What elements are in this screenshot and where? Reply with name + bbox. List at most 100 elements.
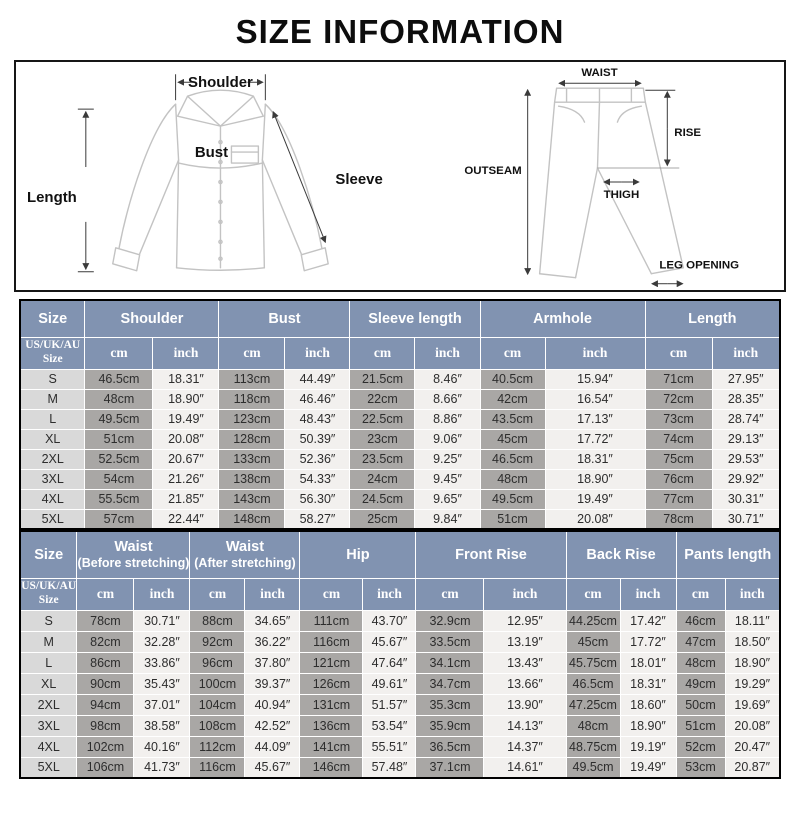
size-row-m: M 48cm 18.90″ 118cm 46.46″ 22cm 8.66″ 42cm 16.54…	[19, 388, 781, 410]
inch-value-cell: 8.66″	[414, 388, 481, 410]
cm-value-cell: 112cm	[189, 735, 246, 758]
unit-cm-header: cm	[299, 577, 364, 611]
unit-inch-header: inch	[619, 577, 677, 611]
cm-value-cell: 143cm	[218, 488, 286, 510]
inch-value-cell: 18.31″	[152, 368, 220, 390]
cm-value-cell: 90cm	[76, 672, 135, 695]
front-rise-column-header: Front Rise	[415, 530, 567, 579]
size-cell: L	[19, 408, 86, 430]
cm-value-cell: 74cm	[644, 428, 713, 450]
cm-value-cell: 46.5cm	[565, 672, 621, 695]
inch-value-cell: 18.31″	[544, 448, 646, 470]
cm-value-cell: 48cm	[565, 714, 621, 737]
outseam-label: OUTSEAM	[464, 165, 521, 177]
inch-value-cell: 9.84″	[414, 508, 481, 530]
cm-value-cell: 49.5cm	[84, 408, 154, 430]
inch-value-cell: 17.72″	[619, 630, 677, 653]
unit-cm-header: cm	[349, 336, 416, 370]
shirt-measure-arrows	[77, 74, 327, 273]
inch-value-cell: 19.69″	[724, 693, 781, 716]
inch-value-cell: 29.92″	[711, 468, 781, 490]
pants-length-column-header: Pants length	[675, 530, 781, 579]
shoulder-column-header: Shoulder	[84, 299, 220, 338]
inch-value-cell: 21.85″	[152, 488, 220, 510]
shoulder-label: Shoulder	[188, 74, 253, 91]
inch-value-cell: 18.90″	[619, 714, 677, 737]
cm-value-cell: 123cm	[218, 408, 286, 430]
cm-value-cell: 25cm	[349, 508, 416, 530]
cm-value-cell: 98cm	[76, 714, 135, 737]
size-cell: XL	[19, 672, 78, 695]
size-row-2xl: 2XL 94cm 37.01″ 104cm 40.94″ 131cm 51.57″ 35.3c…	[19, 693, 781, 716]
pants-measure-arrows	[524, 79, 684, 288]
inch-value-cell: 29.53″	[711, 448, 781, 470]
inch-value-cell: 21.26″	[152, 468, 220, 490]
inch-value-cell: 16.54″	[544, 388, 646, 410]
inch-value-cell: 45.67″	[362, 630, 417, 653]
inch-value-cell: 28.74″	[711, 408, 781, 430]
cm-value-cell: 111cm	[299, 609, 364, 632]
cm-value-cell: 51cm	[84, 428, 154, 450]
cm-value-cell: 146cm	[299, 756, 364, 779]
cm-value-cell: 24cm	[349, 468, 416, 490]
cm-value-cell: 76cm	[644, 468, 713, 490]
cm-value-cell: 48cm	[479, 468, 546, 490]
length-label: Length	[27, 189, 77, 206]
inch-value-cell: 18.50″	[724, 630, 781, 653]
cm-value-cell: 82cm	[76, 630, 135, 653]
size-cell: 4XL	[19, 488, 86, 510]
inch-value-cell: 20.08″	[724, 714, 781, 737]
inch-value-cell: 13.66″	[483, 672, 567, 695]
inch-value-cell: 40.94″	[244, 693, 301, 716]
size-row-s: S 46.5cm 18.31″ 113cm 44.49″ 21.5cm 8.46″ 40.5c…	[19, 368, 781, 390]
unit-inch-header: inch	[544, 336, 646, 370]
inch-value-cell: 8.86″	[414, 408, 481, 430]
cm-value-cell: 35.9cm	[415, 714, 485, 737]
inch-value-cell: 55.51″	[362, 735, 417, 758]
cm-value-cell: 35.3cm	[415, 693, 485, 716]
inch-value-cell: 14.13″	[483, 714, 567, 737]
group-title: Pants length	[684, 546, 772, 563]
size-cell: 2XL	[19, 693, 78, 716]
cm-value-cell: 104cm	[189, 693, 246, 716]
cm-value-cell: 37.1cm	[415, 756, 485, 779]
inch-value-cell: 20.47″	[724, 735, 781, 758]
unit-inch-header: inch	[244, 577, 301, 611]
inch-value-cell: 14.37″	[483, 735, 567, 758]
unit-cm-header: cm	[644, 336, 713, 370]
cm-value-cell: 47cm	[675, 630, 726, 653]
region-size-header: US/UK/AU Size	[19, 577, 78, 611]
inch-value-cell: 41.73″	[133, 756, 191, 779]
region-line2: Size	[42, 353, 63, 365]
size-row-xl: XL 90cm 35.43″ 100cm 39.37″ 126cm 49.61″ 34.7cm…	[19, 672, 781, 695]
cm-value-cell: 116cm	[189, 756, 246, 779]
pants-table-body: S 78cm 30.71″ 88cm 34.65″ 111cm 43.70″ 32.9cm 12…	[19, 609, 781, 779]
inch-value-cell: 20.08″	[152, 428, 220, 450]
cm-value-cell: 33.5cm	[415, 630, 485, 653]
shirt-size-table: Size Shoulder Bust Sleeve length Armhole…	[18, 299, 782, 530]
inch-value-cell: 37.01″	[133, 693, 191, 716]
shirt-table-units-row: US/UK/AU Size cm inch cm inch cm inch cm…	[19, 336, 781, 370]
waist-after-column-header: Waist (After stretching)	[189, 530, 301, 579]
inch-value-cell: 22.44″	[152, 508, 220, 530]
inch-value-cell: 9.65″	[414, 488, 481, 510]
cm-value-cell: 48cm	[84, 388, 154, 410]
cm-value-cell: 96cm	[189, 651, 246, 674]
group-subtitle: (After stretching)	[194, 556, 296, 571]
inch-value-cell: 19.49″	[544, 488, 646, 510]
inch-value-cell: 54.33″	[284, 468, 351, 490]
cm-value-cell: 108cm	[189, 714, 246, 737]
inch-value-cell: 9.06″	[414, 428, 481, 450]
back-rise-column-header: Back Rise	[565, 530, 677, 579]
inch-value-cell: 30.31″	[711, 488, 781, 510]
inch-value-cell: 39.37″	[244, 672, 301, 695]
leg-opening-label: LEG OPENING	[659, 260, 739, 272]
inch-value-cell: 34.65″	[244, 609, 301, 632]
inch-value-cell: 42.52″	[244, 714, 301, 737]
size-column-header: Size	[19, 530, 78, 579]
inch-value-cell: 14.61″	[483, 756, 567, 779]
shirt-outline	[112, 89, 329, 272]
region-line2: Size	[38, 594, 59, 606]
inch-value-cell: 40.16″	[133, 735, 191, 758]
cm-value-cell: 36.5cm	[415, 735, 485, 758]
